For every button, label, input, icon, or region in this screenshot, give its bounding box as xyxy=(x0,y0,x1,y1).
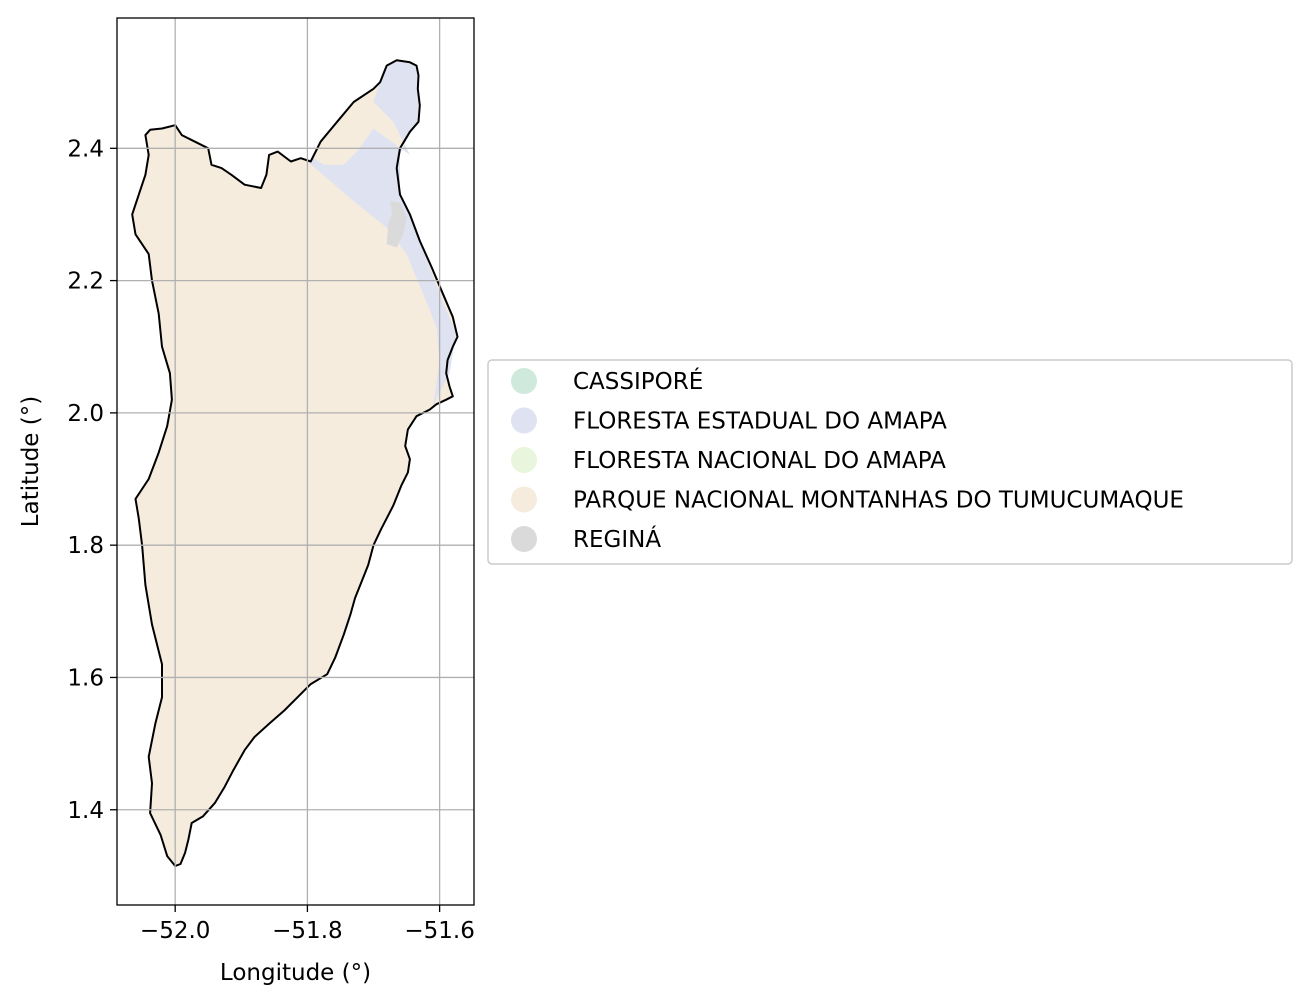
x-tick-label: −51.6 xyxy=(404,918,474,944)
y-axis-ticks: 1.4 1.6 1.8 2.0 2.2 2.4 xyxy=(67,136,117,823)
x-tick-label: −51.8 xyxy=(272,918,342,944)
x-axis-ticks: −52.0 −51.8 −51.6 xyxy=(140,905,475,944)
y-tick-label: 1.4 xyxy=(67,798,104,824)
legend-item: FLORESTA ESTADUAL DO AMAPA xyxy=(511,408,947,435)
legend-label: CASSIPORÉ xyxy=(573,367,703,395)
legend-marker xyxy=(511,526,537,552)
plot-area xyxy=(132,60,457,866)
y-tick-label: 2.4 xyxy=(67,136,104,162)
legend: CASSIPORÉ FLORESTA ESTADUAL DO AMAPA FLORE… xyxy=(488,360,1292,564)
legend-marker xyxy=(511,447,537,473)
y-axis-label: Latitude (°) xyxy=(18,396,44,527)
legend-label: REGINÁ xyxy=(573,525,661,553)
legend-label: FLORESTA ESTADUAL DO AMAPA xyxy=(573,409,947,435)
y-tick-label: 2.2 xyxy=(67,269,104,295)
legend-marker xyxy=(511,487,537,513)
legend-item: PARQUE NACIONAL MONTANHAS DO TUMUCUMAQUE xyxy=(511,487,1184,514)
legend-marker xyxy=(511,368,537,394)
legend-label: FLORESTA NACIONAL DO AMAPA xyxy=(573,448,946,474)
legend-marker xyxy=(511,408,537,434)
x-tick-label: −52.0 xyxy=(140,918,210,944)
legend-label: PARQUE NACIONAL MONTANHAS DO TUMUCUMAQUE xyxy=(573,488,1184,514)
x-axis-label: Longitude (°) xyxy=(220,960,371,986)
y-tick-label: 1.6 xyxy=(67,665,104,691)
legend-item: FLORESTA NACIONAL DO AMAPA xyxy=(511,447,946,474)
y-tick-label: 2.0 xyxy=(67,401,104,427)
y-tick-label: 1.8 xyxy=(67,533,104,559)
